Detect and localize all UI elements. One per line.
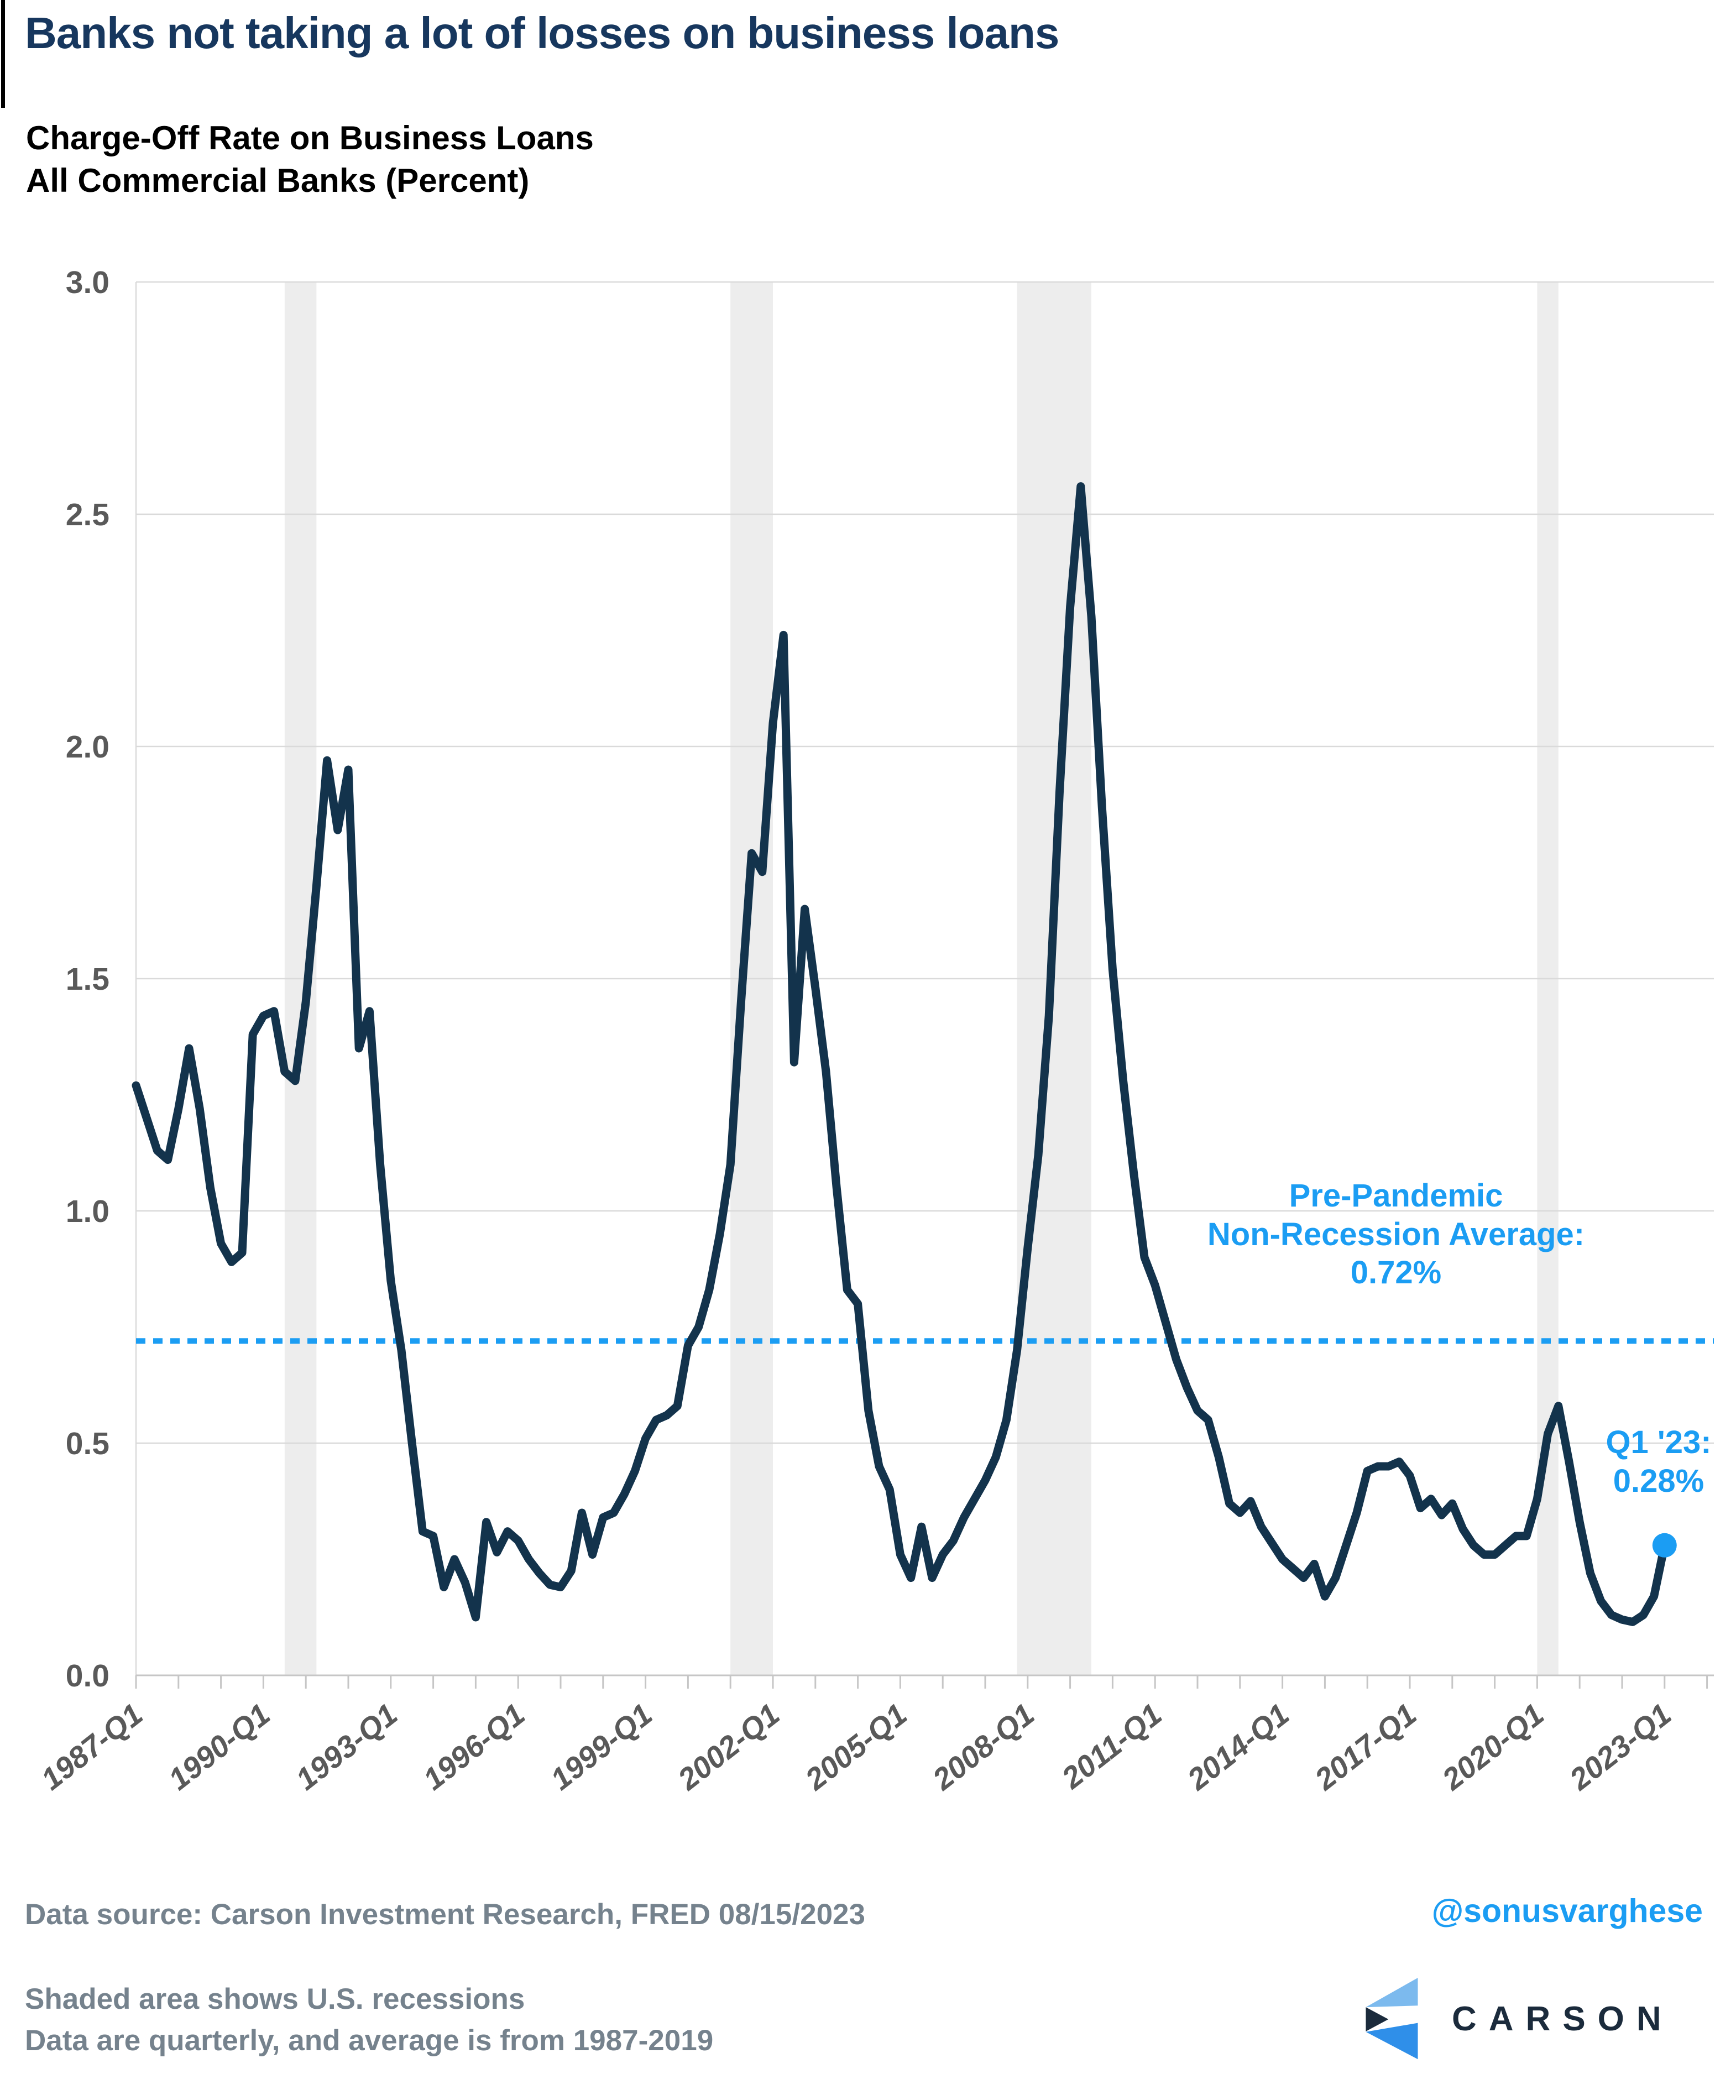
left-edge-crop-mark <box>1 0 5 108</box>
page-title: Banks not taking a lot of losses on busi… <box>25 8 1059 58</box>
y-tick-label-1.0: 1.0 <box>66 1194 109 1229</box>
carson-logo-wordmark: CARSON <box>1452 2000 1674 2038</box>
y-tick-label-0.0: 0.0 <box>66 1658 109 1694</box>
gridlines <box>136 281 1714 1676</box>
latest-value-annotation-line2: 0.28% <box>1613 1462 1704 1499</box>
y-axis-labels: 0.0 0.5 1.0 1.5 2.0 2.5 3.0 <box>66 265 109 1694</box>
x-tick-label-2017-Q1: 2017-Q1 <box>1308 1697 1423 1797</box>
last-point-dot <box>1652 1533 1677 1558</box>
x-tick-label-1993-Q1: 1993-Q1 <box>289 1697 404 1797</box>
logo-triangle-royal <box>1366 2023 1418 2060</box>
data-source-note: Data source: Carson Investment Research,… <box>25 1898 865 1931</box>
chart-subtitle-line2: All Commercial Banks (Percent) <box>26 161 530 199</box>
data-line <box>132 482 1669 1626</box>
latest-value-annotation-line1: Q1 '23: <box>1606 1424 1712 1460</box>
y-tick-label-2.0: 2.0 <box>66 729 109 765</box>
y-tick-label-2.5: 2.5 <box>66 497 109 532</box>
latest-value-annotation: Q1 '23: 0.28% <box>1554 1423 1736 1500</box>
shaded-area-note: Shaded area shows U.S. recessions <box>25 1983 525 2015</box>
quarterly-note: Data are quarterly, and average is from … <box>25 2024 714 2057</box>
x-tick-label-2011-Q1: 2011-Q1 <box>1055 1697 1168 1796</box>
x-tick-label-2020-Q1: 2020-Q1 <box>1435 1697 1550 1797</box>
logo-triangle-navy <box>1366 2007 1389 2031</box>
y-tick-label-3.0: 3.0 <box>66 265 109 300</box>
x-tick-label-1990-Q1: 1990-Q1 <box>162 1697 276 1797</box>
x-tick-label-2023-Q1: 2023-Q1 <box>1563 1697 1678 1797</box>
carson-logo-icon <box>1366 1977 1418 2060</box>
x-tick-label-2008-Q1: 2008-Q1 <box>926 1697 1041 1797</box>
charge-off-rate-line <box>132 482 1669 1626</box>
x-tick-label-2002-Q1: 2002-Q1 <box>671 1697 786 1797</box>
last-point-marker <box>1652 1533 1677 1558</box>
author-handle: @sonusvarghese <box>1431 1893 1703 1929</box>
chart-subtitle-line1: Charge-Off Rate on Business Loans <box>26 119 594 156</box>
carson-logo: CARSON <box>1363 1977 1736 2066</box>
x-tick-label-2005-Q1: 2005-Q1 <box>798 1697 913 1797</box>
average-annotation-line3: 0.72% <box>1350 1255 1442 1291</box>
axes-and-ticks <box>135 282 1714 1689</box>
x-tick-label-1987-Q1: 1987-Q1 <box>35 1697 149 1797</box>
average-annotation-line1: Pre-Pandemic <box>1289 1178 1503 1214</box>
x-axis-labels: 1987-Q1 1990-Q1 1993-Q1 1996-Q1 1999-Q1 2002-… <box>35 1697 1678 1797</box>
average-annotation-line2: Non-Recession Average: <box>1207 1216 1585 1252</box>
average-annotation: Pre-Pandemic Non-Recession Average: 0.72… <box>1161 1177 1631 1292</box>
chart-subtitle: Charge-Off Rate on Business Loans All Co… <box>26 117 911 202</box>
y-tick-label-1.5: 1.5 <box>66 962 109 997</box>
x-tick-label-2014-Q1: 2014-Q1 <box>1180 1697 1295 1797</box>
logo-triangle-light <box>1366 1977 1418 2008</box>
x-tick-label-1999-Q1: 1999-Q1 <box>544 1697 658 1797</box>
y-tick-label-0.5: 0.5 <box>66 1426 109 1461</box>
x-tick-label-1996-Q1: 1996-Q1 <box>417 1697 531 1797</box>
